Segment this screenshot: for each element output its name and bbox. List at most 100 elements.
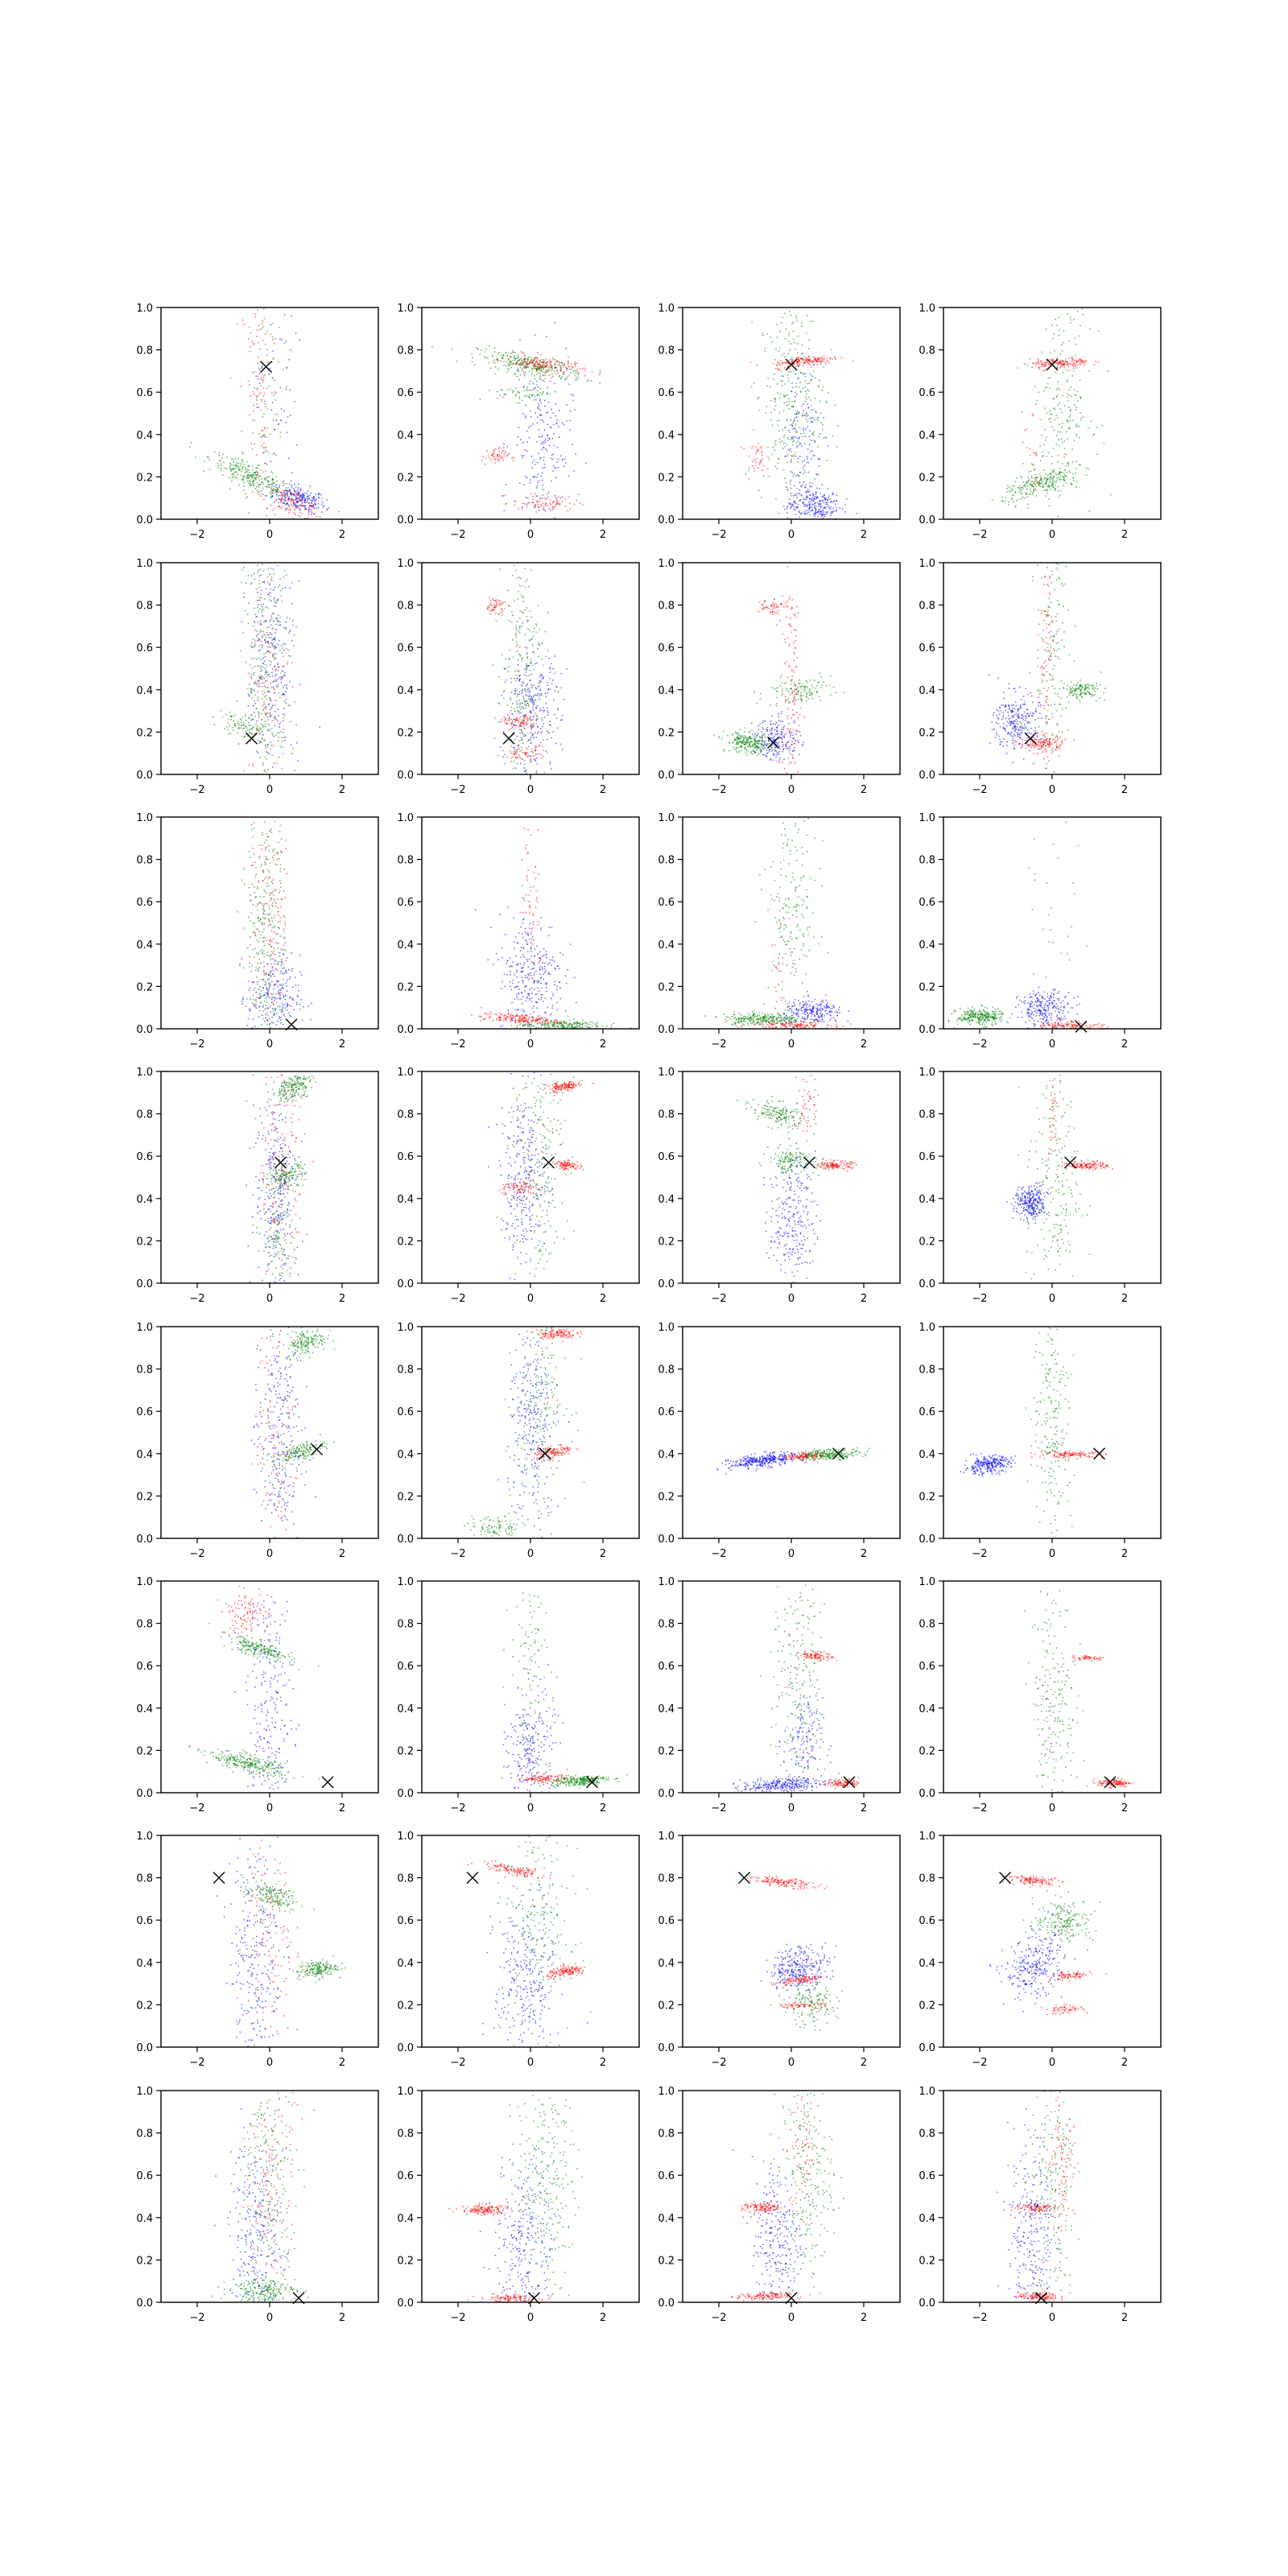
- data-point-green: [265, 695, 267, 697]
- data-point-red: [552, 502, 555, 503]
- data-point-green: [251, 473, 253, 476]
- data-point-blue: [766, 729, 767, 731]
- data-point-green: [1067, 463, 1069, 464]
- data-point-blue: [823, 508, 824, 510]
- data-point-blue: [285, 341, 287, 342]
- data-point-green: [1012, 495, 1013, 497]
- data-point-blue: [771, 747, 773, 749]
- data-point-green: [1063, 367, 1066, 369]
- data-point-green: [1056, 479, 1059, 481]
- data-point-green: [514, 374, 517, 375]
- data-point-red: [254, 680, 256, 683]
- data-point-blue: [801, 495, 803, 497]
- data-point-green: [1029, 484, 1031, 485]
- data-point-green: [518, 392, 521, 394]
- data-point-blue: [559, 410, 560, 411]
- data-point-red: [261, 686, 262, 687]
- data-point-green: [509, 357, 511, 358]
- data-point-green: [247, 722, 250, 724]
- data-point-blue: [823, 496, 825, 498]
- data-point-blue: [522, 715, 524, 716]
- data-point-green: [1007, 485, 1009, 487]
- data-point-green: [530, 696, 532, 698]
- data-point-blue: [801, 512, 803, 514]
- data-point-green: [783, 312, 786, 315]
- data-point-red: [519, 724, 522, 726]
- data-point-blue: [262, 603, 264, 605]
- data-point-green: [1059, 477, 1061, 480]
- data-point-red: [494, 599, 496, 601]
- data-point-green: [744, 735, 745, 737]
- data-point-blue: [268, 704, 270, 706]
- data-point-green: [256, 470, 258, 473]
- data-point-red: [292, 645, 295, 647]
- data-point-green: [826, 402, 828, 403]
- data-point-green: [250, 485, 252, 487]
- data-point-red: [538, 745, 540, 747]
- data-point-green: [1058, 476, 1059, 478]
- data-point-green: [250, 674, 252, 675]
- data-point-green: [254, 477, 256, 478]
- data-point-green: [266, 687, 269, 689]
- data-point-red: [556, 499, 559, 502]
- data-point-blue: [299, 500, 301, 502]
- data-point-red: [556, 502, 558, 503]
- data-point-green: [248, 480, 250, 482]
- data-point-red: [532, 364, 534, 366]
- data-point-red: [249, 384, 250, 386]
- data-point-green: [510, 361, 513, 363]
- data-point-red: [1080, 363, 1081, 365]
- data-point-green: [737, 742, 739, 745]
- data-point-blue: [806, 412, 807, 414]
- data-point-green: [1041, 351, 1043, 353]
- data-point-red: [1059, 361, 1062, 362]
- data-point-green: [1053, 477, 1055, 478]
- data-point-blue: [530, 415, 532, 418]
- data-point-green: [248, 326, 250, 328]
- data-point-blue: [554, 690, 556, 691]
- data-point-red: [824, 363, 826, 365]
- data-point-green: [774, 449, 776, 451]
- data-point-green: [539, 375, 541, 377]
- data-point-blue: [803, 403, 804, 405]
- data-point-blue: [522, 413, 525, 415]
- data-point-red: [534, 366, 535, 369]
- data-point-blue: [814, 512, 815, 514]
- data-point-blue: [546, 336, 547, 337]
- data-point-blue: [762, 720, 765, 722]
- data-point-blue: [827, 498, 828, 501]
- data-point-red: [502, 459, 504, 461]
- data-point-green: [1067, 381, 1068, 383]
- data-point-red: [787, 365, 789, 368]
- data-point-green: [754, 752, 757, 754]
- data-point-green: [258, 484, 261, 485]
- data-point-blue: [815, 513, 816, 515]
- data-point-green: [516, 689, 518, 691]
- data-point-blue: [806, 498, 807, 501]
- data-point-red: [494, 612, 497, 614]
- data-point-blue: [268, 374, 270, 375]
- data-point-green: [740, 737, 742, 740]
- data-point-blue: [292, 493, 294, 495]
- data-point-blue: [275, 498, 278, 501]
- data-point-blue: [301, 497, 303, 500]
- data-point-red: [522, 352, 523, 353]
- data-point-blue: [541, 719, 543, 721]
- data-point-green: [226, 456, 228, 459]
- data-point-red: [250, 442, 252, 444]
- data-point-green: [503, 667, 506, 670]
- data-point-green: [1052, 337, 1055, 340]
- data-point-red: [1043, 364, 1046, 365]
- data-point-blue: [316, 498, 317, 500]
- data-point-blue: [291, 500, 292, 502]
- data-point-blue: [279, 676, 281, 678]
- data-point-green: [804, 400, 807, 402]
- data-point-red: [524, 357, 526, 359]
- data-point-green: [738, 741, 740, 744]
- data-point-blue: [815, 411, 817, 414]
- data-point-red: [260, 385, 262, 386]
- data-point-green: [262, 733, 263, 735]
- data-point-blue: [508, 666, 510, 667]
- data-point-red: [514, 721, 516, 723]
- data-point-blue: [521, 690, 522, 692]
